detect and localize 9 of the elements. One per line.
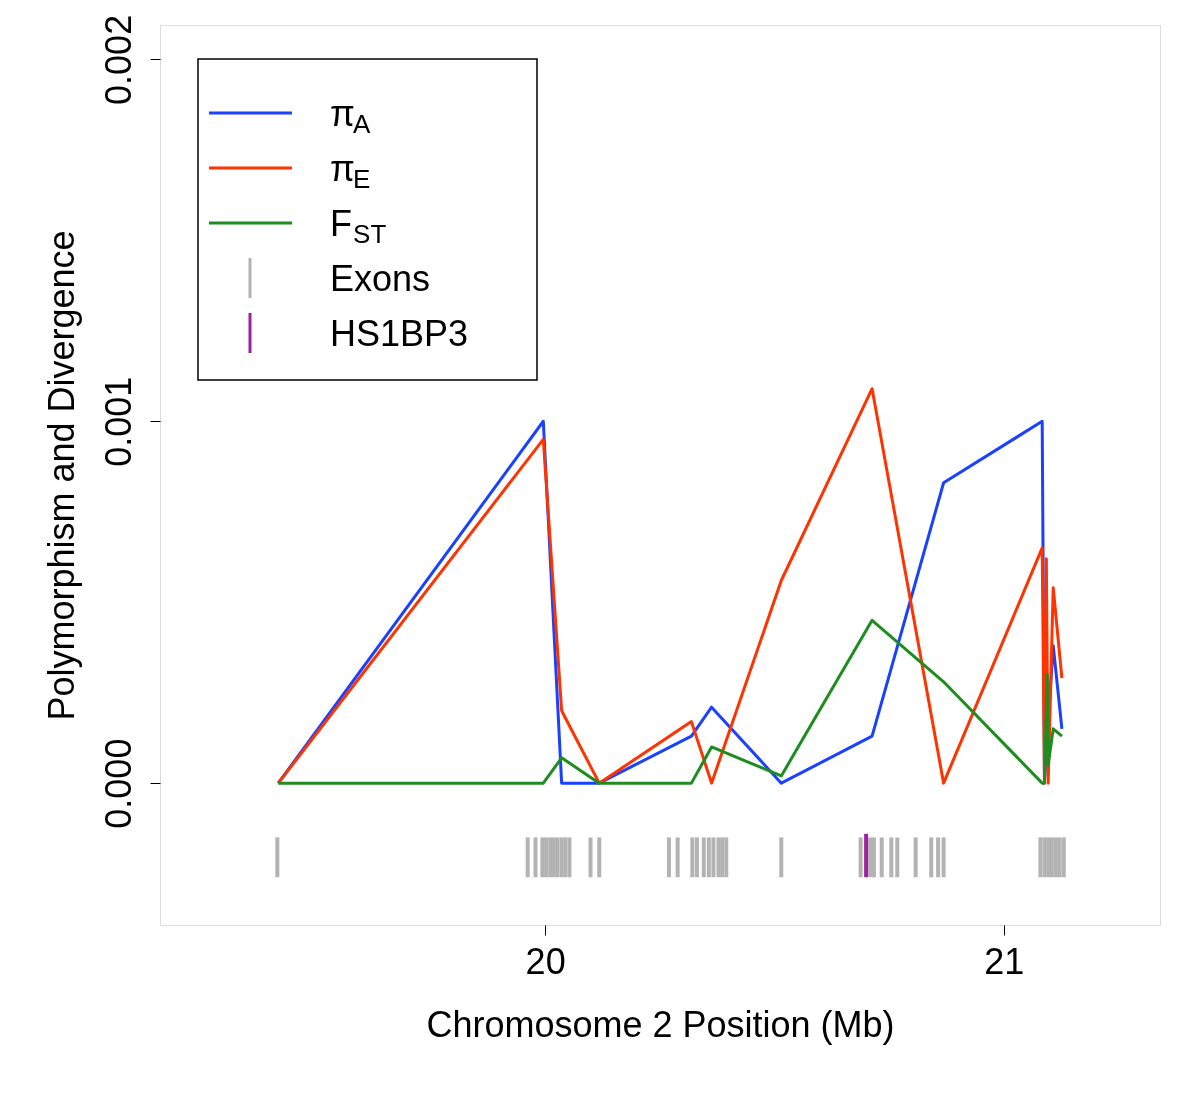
legend-label: Exons: [330, 258, 431, 299]
legend-label: HS1BP3: [330, 313, 469, 354]
x-axis-title: Chromosome 2 Position (Mb): [426, 1003, 895, 1045]
y-tick-label: 0.001: [97, 376, 139, 467]
y-tick-label: 0.002: [97, 14, 139, 105]
y-axis-title: Polymorphism and Divergence: [40, 230, 82, 721]
x-tick-label: 20: [525, 940, 566, 982]
x-tick-label: 21: [984, 940, 1025, 982]
y-tick-label: 0.000: [97, 738, 139, 829]
